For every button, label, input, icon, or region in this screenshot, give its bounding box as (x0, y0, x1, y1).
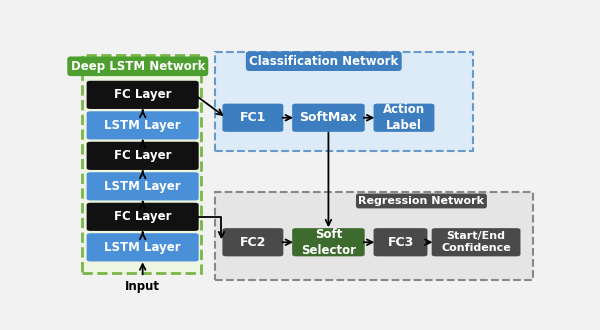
Text: LSTM Layer: LSTM Layer (104, 119, 181, 132)
Text: Action
Label: Action Label (383, 103, 425, 132)
FancyBboxPatch shape (86, 142, 199, 170)
FancyBboxPatch shape (374, 228, 427, 256)
FancyBboxPatch shape (223, 228, 283, 256)
FancyBboxPatch shape (292, 228, 365, 256)
FancyBboxPatch shape (223, 104, 283, 132)
Text: LSTM Layer: LSTM Layer (104, 241, 181, 254)
Text: Regression Network: Regression Network (358, 196, 484, 206)
FancyBboxPatch shape (292, 104, 365, 132)
Text: Deep LSTM Network: Deep LSTM Network (71, 60, 205, 73)
FancyBboxPatch shape (86, 111, 199, 140)
Text: FC Layer: FC Layer (114, 88, 172, 101)
Text: LSTM Layer: LSTM Layer (104, 180, 181, 193)
Text: FC Layer: FC Layer (114, 149, 172, 162)
FancyBboxPatch shape (215, 52, 473, 151)
Text: FC3: FC3 (388, 236, 413, 249)
Text: FC Layer: FC Layer (114, 210, 172, 223)
FancyBboxPatch shape (86, 233, 199, 261)
Text: Soft
Selector: Soft Selector (301, 228, 356, 257)
Text: Start/End
Confidence: Start/End Confidence (441, 231, 511, 253)
Text: Input: Input (125, 280, 160, 293)
FancyBboxPatch shape (215, 192, 533, 280)
FancyBboxPatch shape (86, 203, 199, 231)
FancyBboxPatch shape (431, 228, 520, 256)
Text: SoftMax: SoftMax (299, 111, 358, 124)
Text: FC1: FC1 (239, 111, 266, 124)
FancyBboxPatch shape (82, 55, 200, 273)
FancyBboxPatch shape (86, 172, 199, 200)
FancyBboxPatch shape (374, 104, 434, 132)
Text: FC2: FC2 (239, 236, 266, 249)
FancyBboxPatch shape (86, 81, 199, 109)
Text: Classification Network: Classification Network (249, 55, 398, 68)
